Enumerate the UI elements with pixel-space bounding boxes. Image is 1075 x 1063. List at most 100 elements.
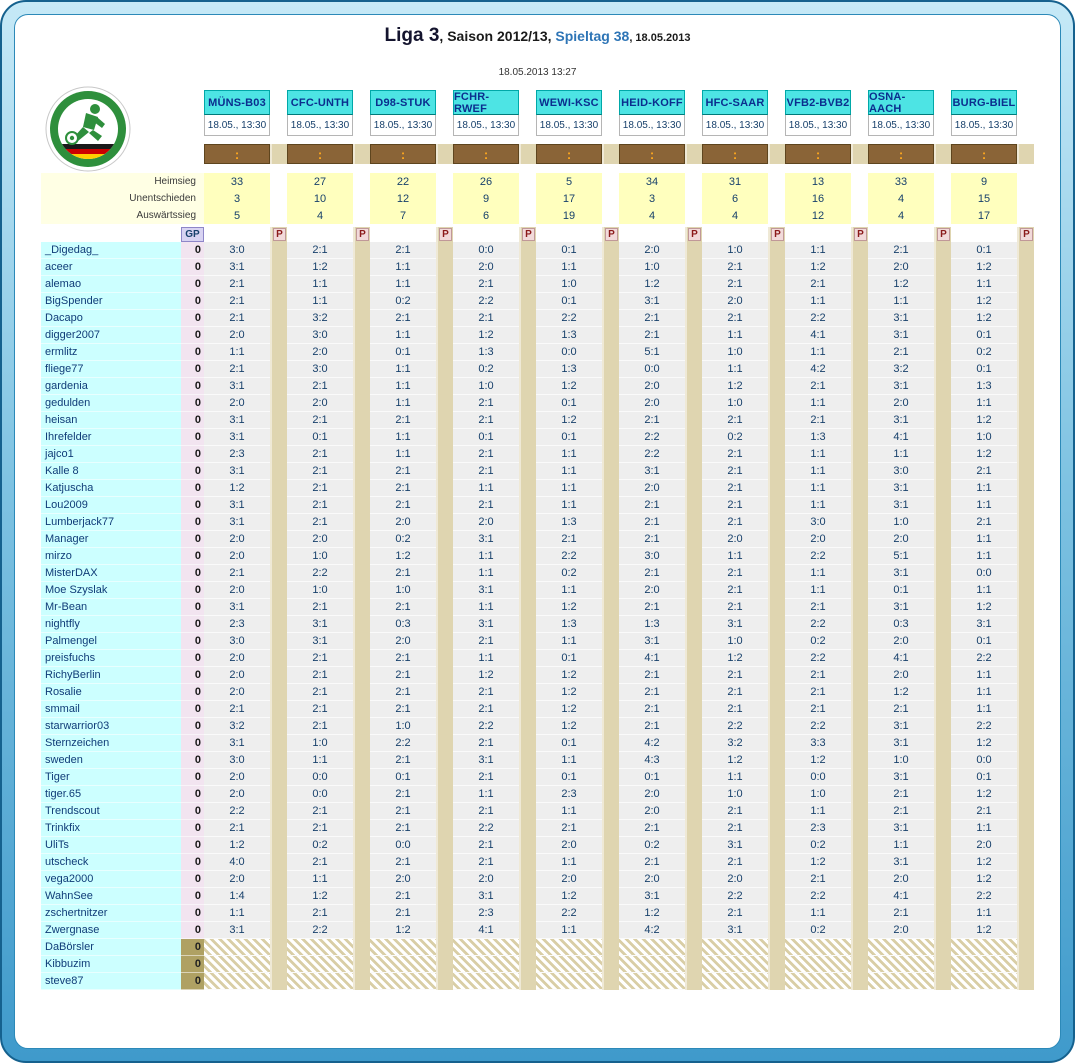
player-name[interactable]: BigSpender bbox=[41, 293, 181, 310]
player-name[interactable]: Dacapo bbox=[41, 310, 181, 327]
tip-cell: 0:1 bbox=[951, 361, 1017, 378]
player-name[interactable]: Lou2009 bbox=[41, 497, 181, 514]
odds-label-draw: Unentschieden bbox=[41, 190, 204, 207]
player-name[interactable]: digger2007 bbox=[41, 327, 181, 344]
tip-cell-empty bbox=[785, 973, 851, 990]
tip-cell: 1:1 bbox=[785, 803, 851, 820]
player-name[interactable]: vega2000 bbox=[41, 871, 181, 888]
points-header[interactable]: P bbox=[688, 228, 701, 241]
p-col bbox=[353, 905, 370, 922]
player-name[interactable]: steve87 bbox=[41, 973, 181, 990]
player-name[interactable]: gardenia bbox=[41, 378, 181, 395]
tip-cell: 0:2 bbox=[785, 922, 851, 939]
p-col bbox=[768, 497, 785, 514]
p-col bbox=[768, 922, 785, 939]
player-name[interactable]: _Digedag_ bbox=[41, 242, 181, 259]
p-col bbox=[270, 837, 287, 854]
player-name[interactable]: Tiger bbox=[41, 769, 181, 786]
match-header[interactable]: HEID-KOFF bbox=[619, 90, 685, 115]
player-name[interactable]: Palmengel bbox=[41, 633, 181, 650]
player-name[interactable]: Trendscout bbox=[41, 803, 181, 820]
player-name[interactable]: Rosalie bbox=[41, 684, 181, 701]
player-name[interactable]: preisfuchs bbox=[41, 650, 181, 667]
player-name[interactable]: smmail bbox=[41, 701, 181, 718]
player-name[interactable]: utscheck bbox=[41, 854, 181, 871]
points-header[interactable]: P bbox=[771, 228, 784, 241]
player-name[interactable]: Mr-Bean bbox=[41, 599, 181, 616]
player-name[interactable]: MisterDAX bbox=[41, 565, 181, 582]
player-name[interactable]: jajco1 bbox=[41, 446, 181, 463]
player-name[interactable]: tiger.65 bbox=[41, 786, 181, 803]
tip-cell: 3:1 bbox=[453, 752, 519, 769]
tip-cell: 2:1 bbox=[951, 803, 1017, 820]
gp-header[interactable]: GP bbox=[181, 227, 204, 242]
points-header[interactable]: P bbox=[273, 228, 286, 241]
p-col bbox=[436, 854, 453, 871]
p-col bbox=[934, 259, 951, 276]
p-col bbox=[934, 701, 951, 718]
player-name[interactable]: DaBörsler bbox=[41, 939, 181, 956]
points-header[interactable]: P bbox=[854, 228, 867, 241]
player-name[interactable]: alemao bbox=[41, 276, 181, 293]
p-col bbox=[270, 701, 287, 718]
tip-cell: 2:0 bbox=[619, 480, 685, 497]
player-name[interactable]: Kalle 8 bbox=[41, 463, 181, 480]
p-col bbox=[934, 973, 951, 990]
match-header[interactable]: WEWI-KSC bbox=[536, 90, 602, 115]
points-header[interactable]: P bbox=[605, 228, 618, 241]
player-name[interactable]: Sternzeichen bbox=[41, 735, 181, 752]
match-header[interactable]: VFB2-BVB2 bbox=[785, 90, 851, 115]
tip-cell: 2:1 bbox=[619, 310, 685, 327]
points-header[interactable]: P bbox=[439, 228, 452, 241]
player-name[interactable]: heisan bbox=[41, 412, 181, 429]
odds-label-home: Heimsieg bbox=[41, 173, 204, 190]
player-name[interactable]: WahnSee bbox=[41, 888, 181, 905]
match-header[interactable]: BURG-BIEL bbox=[951, 90, 1017, 115]
player-name[interactable]: nightfly bbox=[41, 616, 181, 633]
player-name[interactable]: starwarrior03 bbox=[41, 718, 181, 735]
tip-cell: 2:1 bbox=[370, 667, 436, 684]
player-name[interactable]: sweden bbox=[41, 752, 181, 769]
player-name[interactable]: aceer bbox=[41, 259, 181, 276]
points-header[interactable]: P bbox=[522, 228, 535, 241]
player-name[interactable]: Manager bbox=[41, 531, 181, 548]
tip-cell: 3:1 bbox=[868, 378, 934, 395]
points-header[interactable]: P bbox=[937, 228, 950, 241]
player-name[interactable]: ermlitz bbox=[41, 344, 181, 361]
match-header[interactable]: HFC-SAAR bbox=[702, 90, 768, 115]
tip-cell: 3:3 bbox=[785, 735, 851, 752]
tip-cell: 2:1 bbox=[287, 242, 353, 259]
match-header[interactable]: OSNA-AACH bbox=[868, 90, 934, 115]
p-col bbox=[851, 837, 868, 854]
player-name[interactable]: Kibbuzim bbox=[41, 956, 181, 973]
player-name[interactable]: Lumberjack77 bbox=[41, 514, 181, 531]
p-col bbox=[768, 905, 785, 922]
player-name[interactable]: mirzo bbox=[41, 548, 181, 565]
p-col: P bbox=[270, 227, 287, 242]
tip-cell: 2:1 bbox=[453, 463, 519, 480]
player-name[interactable]: Zwergnase bbox=[41, 922, 181, 939]
player-name[interactable]: zschertnitzer bbox=[41, 905, 181, 922]
player-name[interactable]: fliege77 bbox=[41, 361, 181, 378]
match-header[interactable]: CFC-UNTH bbox=[287, 90, 353, 115]
player-name[interactable]: RichyBerlin bbox=[41, 667, 181, 684]
player-name[interactable]: UliTs bbox=[41, 837, 181, 854]
p-col bbox=[353, 293, 370, 310]
player-name[interactable]: Ihrefelder bbox=[41, 429, 181, 446]
player-name[interactable]: Moe Szyslak bbox=[41, 582, 181, 599]
tip-cell: 2:1 bbox=[287, 854, 353, 871]
tip-cell: 2:1 bbox=[287, 718, 353, 735]
match-header[interactable]: D98-STUK bbox=[370, 90, 436, 115]
match-kickoff: 18.05., 13:30 bbox=[702, 115, 768, 136]
p-col-spacer bbox=[353, 207, 370, 224]
player-name[interactable]: gedulden bbox=[41, 395, 181, 412]
match-header[interactable]: FCHR-RWEF bbox=[453, 90, 519, 115]
player-name[interactable]: Trinkfix bbox=[41, 820, 181, 837]
points-header[interactable]: P bbox=[1020, 228, 1033, 241]
points-header[interactable]: P bbox=[356, 228, 369, 241]
player-name[interactable]: Katjuscha bbox=[41, 480, 181, 497]
match-header[interactable]: MÜNS-B03 bbox=[204, 90, 270, 115]
p-col-spacer bbox=[934, 90, 951, 115]
p-col bbox=[934, 735, 951, 752]
tip-cell: 2:1 bbox=[702, 854, 768, 871]
